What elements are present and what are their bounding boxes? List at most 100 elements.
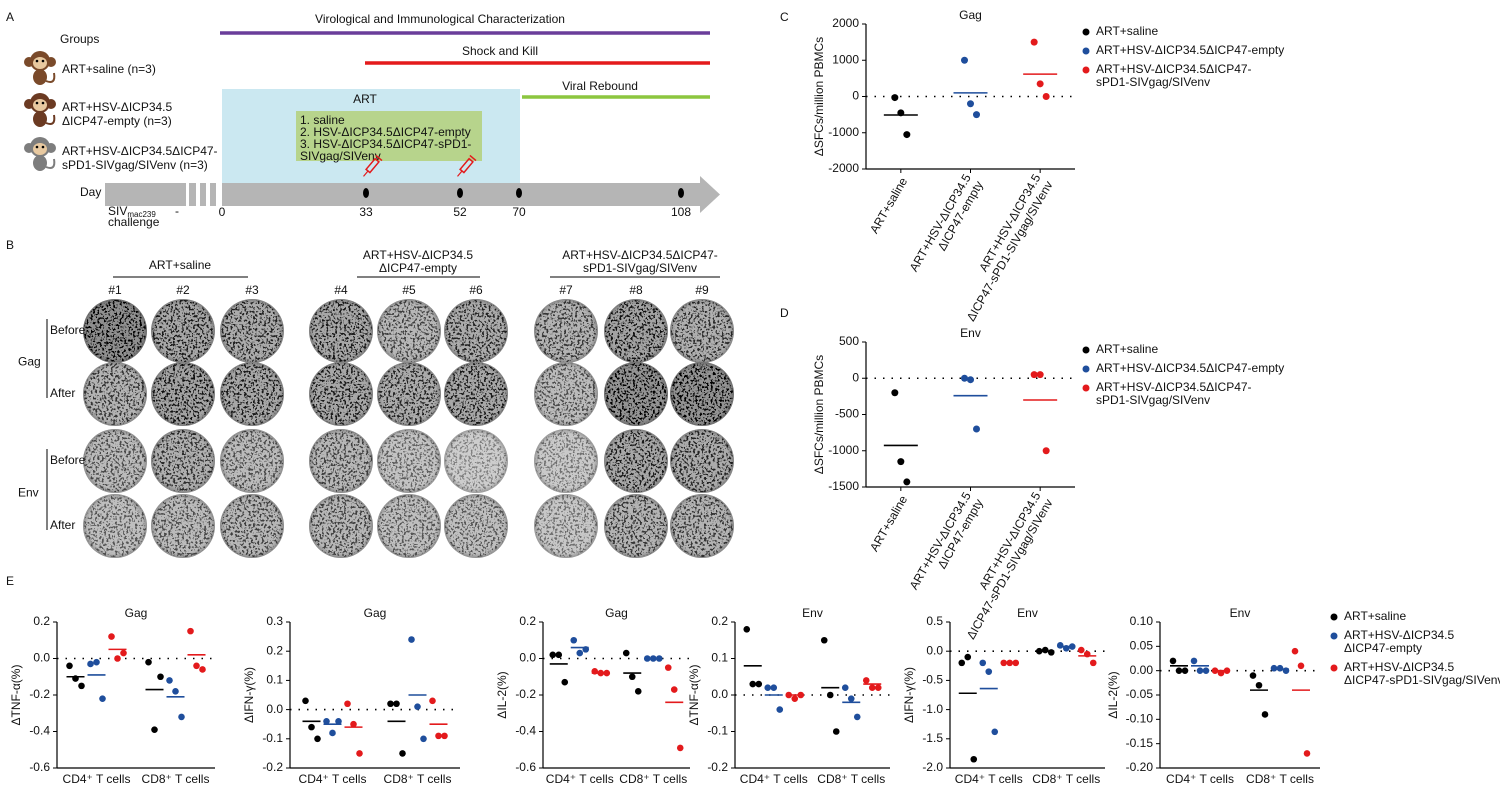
data-point: [356, 750, 363, 757]
y-tick-label: -0.2: [29, 687, 50, 701]
y-tick-label: 0.1: [266, 673, 283, 687]
elispot-rim: [151, 494, 215, 558]
data-point: [985, 668, 993, 675]
y-tick-label: -0.05: [1126, 687, 1154, 701]
treatment-label: SIVgag/SIVenv: [300, 149, 381, 163]
elispot-rim: [151, 362, 215, 426]
elispot-rim: [220, 362, 284, 426]
group-label: ART+HSV-ΔICP34.5ΔICP47-: [62, 144, 218, 158]
elispot-rim: [534, 429, 598, 493]
data-point: [820, 636, 828, 644]
x-tick-label: CD8⁺ T cells: [384, 772, 452, 786]
y-tick-label: -0.5: [922, 673, 943, 687]
data-point: [308, 723, 315, 731]
data-point: [178, 713, 185, 721]
challenge-virus: SIVmac239: [108, 204, 156, 219]
monkey-body: [33, 155, 47, 171]
chart-title: Env: [960, 326, 981, 340]
timepoint-label: Before: [50, 323, 86, 337]
data-point: [429, 697, 436, 705]
legend-marker: [1330, 613, 1338, 621]
legend-marker: [1082, 365, 1090, 373]
data-point: [841, 684, 849, 691]
data-point: [1042, 93, 1050, 100]
data-point: [862, 677, 870, 684]
data-point: [314, 735, 321, 743]
data-point: [903, 131, 911, 139]
data-point: [1291, 647, 1299, 655]
x-tick-label: CD8⁺ T cells: [1246, 772, 1314, 786]
x-tick-label: CD8⁺ T cells: [142, 772, 210, 786]
y-tick-label: 0.0: [711, 687, 728, 701]
timeline-bar: [105, 183, 186, 206]
data-point: [991, 728, 999, 736]
elispot-rim: [604, 429, 668, 493]
data-point: [87, 660, 94, 668]
data-point: [199, 666, 206, 673]
y-axis-label: ΔSFCs/million PBMCs: [812, 37, 826, 156]
animal-id: #3: [245, 283, 259, 297]
group-header: ART+HSV-ΔICP34.5ΔICP47-: [562, 248, 718, 262]
data-point: [414, 703, 421, 710]
elispot-rim: [377, 299, 441, 363]
day-tick: 70: [512, 205, 526, 219]
timepoint-label: After: [50, 386, 75, 400]
y-tick-label: -500: [835, 407, 859, 421]
chart-title: Env: [1230, 606, 1251, 620]
data-point: [1030, 38, 1038, 46]
x-tick-label-group: ART+saline: [867, 493, 910, 554]
day-dot: [678, 188, 684, 198]
monkey-tail: [45, 114, 56, 125]
data-point: [973, 425, 980, 433]
elispot-rim: [604, 299, 668, 363]
syringe-plunger: [469, 154, 477, 162]
syringe-needle: [457, 170, 463, 177]
monkey-face: [33, 57, 47, 69]
challenge-dash: -: [175, 204, 179, 218]
elispot-rim: [670, 362, 734, 426]
x-tick-label-group: ART+saline: [867, 175, 910, 236]
data-point: [853, 713, 861, 721]
timepoint-label: Before: [50, 453, 86, 467]
treatment-label: 2. HSV-ΔICP34.5ΔICP47-empty: [300, 125, 471, 139]
data-point: [1175, 667, 1183, 674]
data-point: [1169, 657, 1177, 665]
y-tick-label: -0.6: [515, 760, 536, 774]
groups-title: Groups: [60, 32, 99, 46]
elispot-rim: [670, 494, 734, 558]
x-tick-label: CD4⁺ T cells: [740, 772, 808, 786]
y-tick-label: 0.2: [519, 614, 536, 628]
elispot-rim: [309, 299, 373, 363]
elispot-rim: [604, 362, 668, 426]
data-point: [172, 688, 179, 695]
phase-label: Virological and Immunological Characteri…: [315, 12, 565, 26]
elispot-rim: [534, 299, 598, 363]
elispot-rim: [309, 362, 373, 426]
virus-strain: mac239: [127, 210, 156, 219]
legend-label: ART+HSV-ΔICP34.5ΔICP47-: [1096, 380, 1252, 394]
data-point: [329, 729, 336, 737]
group-header: ART+saline: [149, 258, 211, 272]
group-label: ART+HSV-ΔICP34.5: [62, 100, 173, 114]
data-point: [903, 478, 911, 486]
group-label: sPD1-SIVgag/SIVenv (n=3): [62, 158, 208, 172]
y-tick-label: -0.2: [262, 760, 283, 774]
elispot-rim: [151, 429, 215, 493]
data-point: [743, 626, 751, 633]
antigen-label: Env: [18, 486, 39, 500]
x-tick-label: CD4⁺ T cells: [955, 772, 1023, 786]
data-point: [979, 659, 987, 667]
x-tick-label: CD8⁺ T cells: [619, 772, 687, 786]
y-tick-label: 0.10: [1130, 614, 1154, 628]
y-tick-label: 500: [839, 334, 859, 348]
legend-marker: [1330, 664, 1338, 672]
x-tick-label: CD4⁺ T cells: [299, 772, 367, 786]
group-label: ΔICP47-empty (n=3): [62, 114, 172, 128]
y-tick-label: 0.2: [711, 614, 728, 628]
data-point: [664, 664, 672, 671]
data-point: [1202, 667, 1210, 674]
y-tick-label: -0.15: [1126, 736, 1154, 750]
monkey-eye: [41, 101, 45, 105]
y-axis-label: ΔIFN-γ(%): [902, 667, 916, 723]
elispot-rim: [377, 494, 441, 558]
